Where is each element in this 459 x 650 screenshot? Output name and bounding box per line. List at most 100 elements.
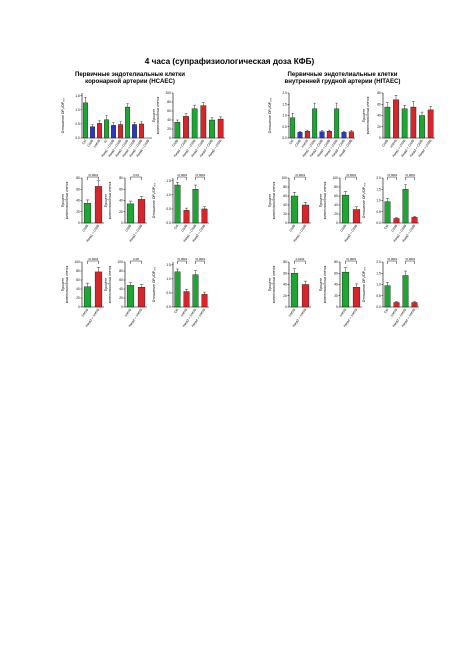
y-tick-label: 20: [119, 210, 123, 214]
x-tick-label: Ctrl: [81, 139, 87, 146]
y-axis-label: жизнеспособных клеток: [65, 181, 69, 219]
p-value-label: <0.0001: [177, 173, 188, 177]
y-tick-label: 80: [334, 185, 338, 189]
y-tick-label: 60: [76, 187, 80, 191]
bar-1: [83, 203, 92, 224]
y-tick-label: 60: [119, 278, 123, 282]
y-tick-label: 20: [119, 296, 123, 300]
p-value-label: <0.0001: [387, 257, 398, 261]
p-value-label: <0.0001: [346, 173, 357, 177]
y-axis-label: Процент: [268, 193, 272, 207]
y-tick-label: 2.0: [376, 260, 381, 264]
bar-2: [393, 99, 399, 139]
p-value-label: <0.0001: [295, 173, 306, 177]
y-tick-label: 80: [334, 260, 338, 264]
x-tick-label: IC: [103, 138, 109, 143]
bar-1: [174, 122, 181, 139]
x-tick-label: HMVB: [301, 139, 310, 149]
bar-2: [352, 287, 361, 308]
y-tick-label: 40: [283, 283, 287, 287]
bar-2: [137, 199, 146, 224]
y-tick-label: 40: [167, 118, 171, 122]
bar-1: [384, 106, 391, 139]
y-tick-label: 0.0: [376, 221, 381, 225]
x-tick-label: CIMB: [339, 224, 347, 233]
y-axis-label: Процент: [104, 277, 108, 291]
x-tick-label: HMVB: [93, 139, 102, 149]
y-tick-label: 20: [76, 296, 80, 300]
bar-4: [201, 294, 208, 308]
y-axis-label: Процент: [319, 277, 323, 291]
y-tick-label: 1.5: [376, 271, 381, 275]
bar-2: [94, 271, 103, 308]
chart-a3: Процент жизнеспособных клеток 0 20 40 60 80 CIM…: [61, 173, 104, 243]
bar-3: [401, 108, 408, 139]
bar-4: [410, 106, 417, 139]
x-tick-label: HMVB: [81, 308, 90, 318]
y-tick-label: 80: [167, 100, 171, 104]
y-tick-label: 20: [167, 127, 171, 131]
bar-2: [183, 210, 190, 224]
significance-bracket: [195, 176, 205, 180]
x-tick-label: HMVB: [124, 308, 133, 318]
y-tick-label: 0.5: [166, 291, 171, 295]
y-tick-label: 1.5: [75, 94, 80, 98]
bar-1: [341, 271, 350, 308]
y-tick-label: 0: [285, 305, 287, 309]
bar-2: [352, 209, 361, 224]
y-tick-label: 0: [169, 136, 171, 140]
y-axis-label: Процент: [362, 108, 366, 122]
y-axis-label: Отношение OP₀/OP₀₀₀: [362, 182, 366, 218]
bar-4: [200, 105, 207, 139]
y-tick-label: 0.0: [166, 221, 171, 225]
y-tick-label: 40: [76, 287, 80, 291]
x-tick-label: CIMB: [81, 224, 89, 233]
bar-6: [427, 109, 434, 139]
y-tick-label: 0: [78, 221, 80, 225]
significance-bracket: [405, 176, 415, 180]
chart-b2: Процент жизнеспособных клеток 0 20 40 60 80 CIM…: [362, 91, 435, 158]
bar-2: [137, 287, 146, 308]
y-axis-label: Отношение OP₀/OP₀₀₀: [152, 182, 156, 218]
x-tick-label: CIMB: [288, 224, 296, 233]
x-tick-label: CIMB: [180, 224, 188, 233]
panel-title-hcaec-line1: Первичные эндотелиальные клетки: [75, 71, 185, 78]
significance-bracket: [294, 260, 306, 264]
x-tick-label: HMVB: [390, 308, 399, 318]
bar-1: [384, 201, 391, 224]
y-tick-label: 0: [379, 136, 381, 140]
y-tick-label: 0.0: [376, 305, 381, 309]
chart-b1: Отношение OP₀/OP₀₀₀ 0.0 0.5 1.0 1.5 2.0 Ctrl CI…: [268, 91, 355, 158]
bar-1: [174, 271, 181, 308]
y-axis-label: Отношение OP₀/OP₀₀₀: [61, 97, 65, 133]
y-tick-label: 0: [121, 305, 123, 309]
bar-3: [304, 131, 310, 139]
significance-bracket: [177, 260, 187, 264]
bar-3: [192, 189, 199, 224]
significance-bracket: [345, 260, 357, 264]
y-tick-label: 60: [283, 194, 287, 198]
bar-1: [83, 286, 92, 308]
chart-a2: Процент жизнеспособных клеток 0 20 40 60 80 100…: [152, 91, 225, 158]
bar-3: [402, 189, 409, 224]
significance-bracket: [87, 176, 99, 180]
y-tick-label: 80: [119, 176, 123, 180]
p-value-label: <0.0001: [405, 257, 416, 261]
x-tick-label: Ctrl: [288, 139, 294, 146]
y-tick-label: 0: [78, 305, 80, 309]
y-tick-label: 1.0: [166, 193, 171, 197]
y-tick-label: 1.0: [282, 114, 287, 118]
chart-b5: Отношение OP₀/OP₀₀₀ 0.0 0.5 1.0 1.5 2.0 Ctrl CI…: [362, 173, 419, 243]
x-tick-label: Ctrl: [383, 224, 389, 231]
chart-a4: Процент жизнеспособных клеток 0 20 40 60 80 CIM…: [104, 173, 147, 243]
bar-3: [402, 275, 409, 308]
x-tick-label: HMVB: [389, 139, 398, 149]
x-tick-label: CIMB: [86, 139, 94, 148]
y-tick-label: 1.5: [376, 187, 381, 191]
bar-2: [301, 284, 310, 308]
y-axis-label: Процент: [61, 277, 65, 291]
y-tick-label: 100: [281, 176, 287, 180]
chart-b3: Процент жизнеспособных клеток 0 20 40 60 80 100…: [268, 173, 311, 243]
y-tick-label: 2.0: [376, 176, 381, 180]
